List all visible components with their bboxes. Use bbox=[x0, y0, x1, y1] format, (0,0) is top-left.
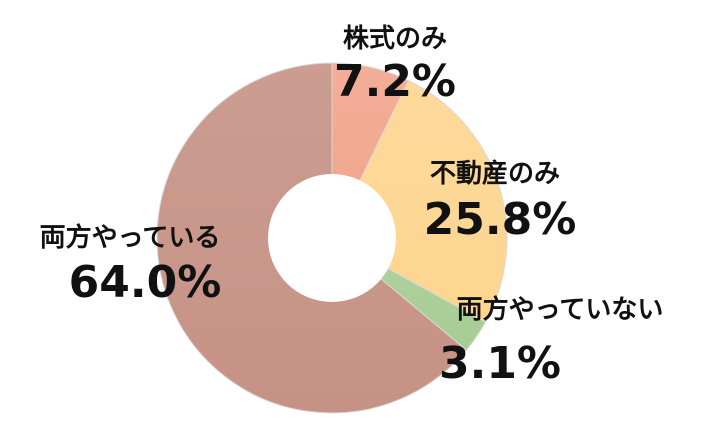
slice-value-both: 64.0% bbox=[69, 257, 222, 308]
slice-label-real-estate-only: 不動産のみ bbox=[430, 158, 560, 189]
slice-value-real-estate-only: 25.8% bbox=[424, 194, 577, 245]
slice-label-both: 両方やっている bbox=[40, 222, 221, 253]
donut-hole bbox=[268, 174, 396, 302]
slice-label-neither: 両方やっていない bbox=[457, 294, 664, 325]
slice-value-stocks-only: 7.2% bbox=[334, 56, 456, 107]
slice-value-neither: 3.1% bbox=[439, 338, 561, 389]
slice-label-stocks-only: 株式のみ bbox=[343, 24, 447, 54]
